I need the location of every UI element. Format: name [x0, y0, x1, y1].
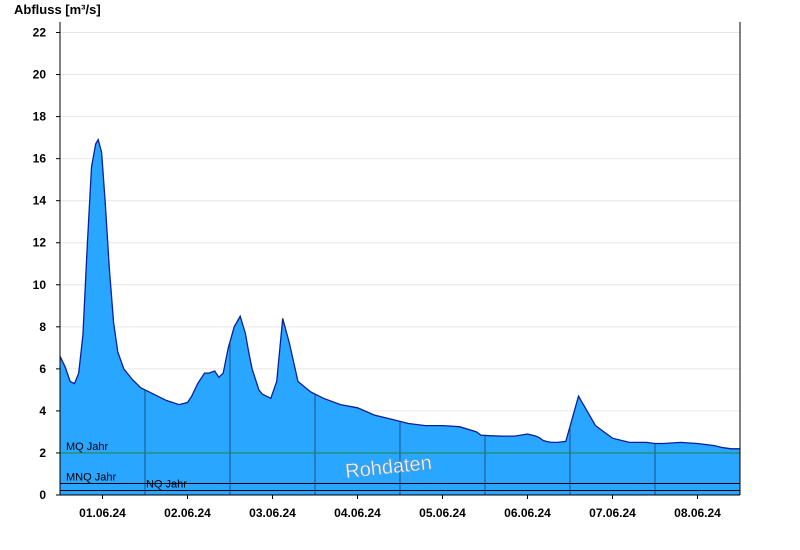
y-tick-label: 18 [33, 110, 47, 124]
x-tick-label: 03.06.24 [249, 506, 296, 520]
y-tick-label: 6 [39, 362, 46, 376]
reference-lines: MQ Jahr MNQ Jahr NQ Jahr [60, 441, 740, 491]
y-axis-label: Abfluss [m³/s] [14, 2, 101, 17]
mnq-label: MNQ Jahr [66, 471, 116, 483]
y-tick-label: 2 [39, 446, 46, 460]
x-tick-labels: 01.06.24 02.06.24 03.06.24 04.06.24 05.06.24… [79, 495, 721, 520]
x-tick-label: 07.06.24 [589, 506, 636, 520]
x-tick-label: 06.06.24 [504, 506, 551, 520]
axes [59, 22, 741, 496]
y-tick-labels: 0 2 4 6 8 10 12 14 16 18 20 22 [33, 26, 60, 502]
x-tick-label: 04.06.24 [334, 506, 381, 520]
y-tick-label: 16 [33, 152, 47, 166]
mq-label: MQ Jahr [66, 441, 109, 453]
y-tick-label: 4 [39, 404, 46, 418]
y-tick-label: 14 [33, 194, 47, 208]
x-tick-label: 01.06.24 [79, 506, 126, 520]
grid-lines [60, 32, 740, 454]
y-tick-label: 0 [39, 488, 46, 502]
series-line [59, 138, 740, 450]
x-tick-label: 02.06.24 [164, 506, 211, 520]
y-tick-label: 12 [33, 236, 47, 250]
y-tick-label: 22 [33, 26, 47, 40]
y-tick-label: 8 [39, 320, 46, 334]
y-tick-label: 10 [33, 278, 47, 292]
x-tick-label: 08.06.24 [674, 506, 721, 520]
x-tick-label: 05.06.24 [419, 506, 466, 520]
y-tick-label: 20 [33, 68, 47, 82]
nq-label: NQ Jahr [146, 478, 187, 490]
